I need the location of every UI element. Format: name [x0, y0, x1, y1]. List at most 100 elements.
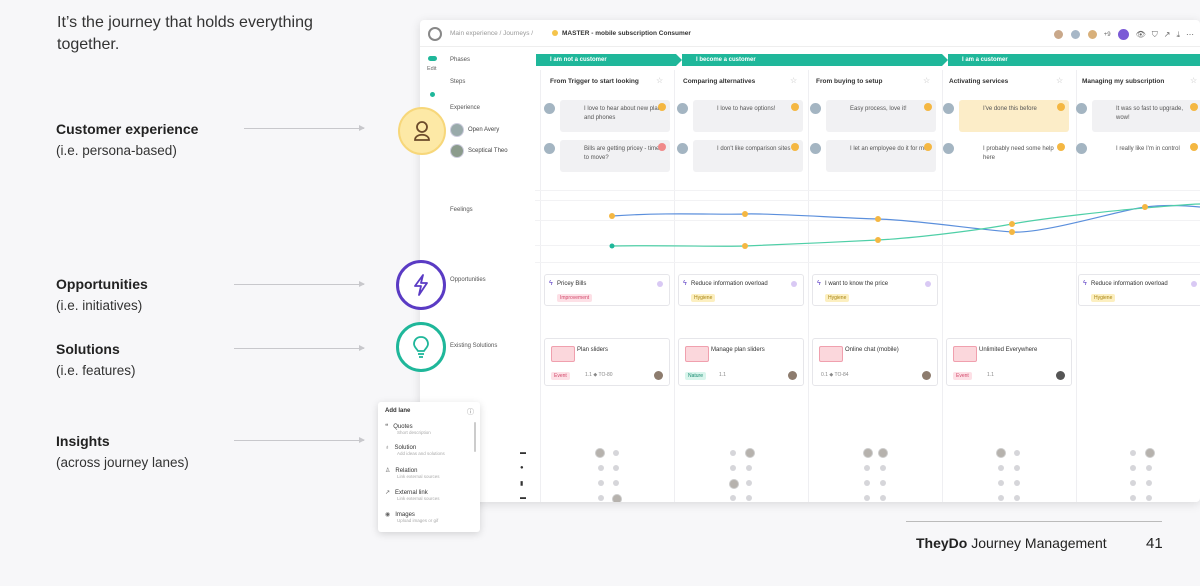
filter-icon[interactable]: ⛉: [1151, 29, 1158, 39]
insight-dot[interactable]: [1130, 495, 1136, 501]
solution-card[interactable]: Plan sliders Event 1.1 ◆ TO-80: [544, 338, 670, 386]
insight-avatar[interactable]: [745, 448, 755, 458]
quote-card[interactable]: I really like I'm in control: [1076, 140, 1200, 172]
insight-dot[interactable]: [613, 480, 619, 486]
avatar[interactable]: [1069, 29, 1081, 40]
insight-dot[interactable]: [1146, 480, 1152, 486]
opportunity-card[interactable]: ϟ Pricey Bills Improvement: [544, 274, 670, 306]
star-icon[interactable]: ☆: [923, 76, 931, 85]
insight-avatar[interactable]: [729, 479, 739, 489]
insight-dot[interactable]: [880, 495, 886, 501]
user-avatar[interactable]: [1116, 28, 1130, 41]
share-icon[interactable]: ↗: [1163, 30, 1171, 39]
persona-sceptical-theo[interactable]: Sceptical Theo: [450, 144, 508, 158]
opportunity-card[interactable]: ϟ I want to know the price Hygiene: [812, 274, 938, 306]
insight-dot[interactable]: [613, 465, 619, 471]
insight-dot[interactable]: [880, 480, 886, 486]
status-dot: [925, 281, 931, 287]
insight-dot[interactable]: [1130, 480, 1136, 486]
quote-card[interactable]: I probably need some help here: [943, 140, 1069, 172]
solution-card[interactable]: Manage plan sliders Nature 1.1: [678, 338, 804, 386]
step-title[interactable]: From buying to setup: [816, 78, 883, 85]
insight-dot[interactable]: [864, 480, 870, 486]
opportunity-card[interactable]: ϟ Reduce information overload Hygiene: [678, 274, 804, 306]
more-icon[interactable]: ⋯: [1186, 30, 1194, 39]
insight-dot[interactable]: [998, 480, 1004, 486]
insight-dot[interactable]: [1014, 495, 1020, 501]
phase-bar[interactable]: I am not a customer: [536, 54, 682, 66]
insight-dot[interactable]: [598, 465, 604, 471]
quote-card[interactable]: I don't like comparison sites: [677, 140, 803, 172]
avatar[interactable]: [1086, 29, 1098, 40]
insight-dot[interactable]: [864, 465, 870, 471]
insight-dot[interactable]: [613, 450, 619, 456]
star-icon[interactable]: ☆: [790, 76, 798, 85]
menu-scrollbar[interactable]: [474, 422, 476, 452]
star-icon[interactable]: ☆: [656, 76, 664, 85]
quote-card[interactable]: I let an employee do it for me.: [810, 140, 936, 172]
insight-dot[interactable]: [730, 465, 736, 471]
app-logo-icon[interactable]: [428, 27, 442, 41]
insight-dot[interactable]: [746, 465, 752, 471]
insight-avatar[interactable]: [595, 448, 605, 458]
insight-avatar[interactable]: [863, 448, 873, 458]
insight-dot[interactable]: [1146, 465, 1152, 471]
menu-item-solution[interactable]: ♁ Solution Add ideas and solutions: [385, 445, 445, 456]
insight-dot[interactable]: [730, 495, 736, 501]
insight-avatar[interactable]: [1145, 448, 1155, 458]
emoji-icon: [924, 103, 932, 111]
insight-dot[interactable]: [864, 495, 870, 501]
step-title[interactable]: Activating services: [949, 78, 1009, 85]
solution-card[interactable]: Online chat (mobile) 0.1 ◆ TO-84: [812, 338, 938, 386]
assignee-avatar[interactable]: [788, 371, 797, 380]
menu-item-images[interactable]: ◉ Images Upload images or gif: [385, 511, 438, 523]
help-icon[interactable]: ⓘ: [467, 409, 474, 416]
pin-icon[interactable]: [430, 92, 435, 97]
insight-avatar[interactable]: [878, 448, 888, 458]
menu-item-relation[interactable]: ♙ Relation Link external sources: [385, 467, 440, 479]
insight-dot[interactable]: [998, 495, 1004, 501]
insight-avatar[interactable]: [996, 448, 1006, 458]
phase-bar[interactable]: I become a customer: [682, 54, 948, 66]
avatar[interactable]: [1052, 29, 1064, 40]
insight-dot[interactable]: [746, 495, 752, 501]
star-icon[interactable]: ☆: [1190, 76, 1198, 85]
insight-avatar[interactable]: [612, 494, 622, 502]
menu-item-quotes[interactable]: ❝ Quotes Short description: [385, 423, 431, 435]
insight-dot[interactable]: [746, 480, 752, 486]
insight-dot[interactable]: [1130, 450, 1136, 456]
insight-dot[interactable]: [1014, 450, 1020, 456]
insight-dot[interactable]: [1014, 465, 1020, 471]
insight-dot[interactable]: [880, 465, 886, 471]
eye-icon[interactable]: 👁: [1135, 30, 1146, 39]
persona-open-avery[interactable]: Open Avery: [450, 123, 499, 137]
menu-item-external-link[interactable]: ↗ External link Link external sources: [385, 489, 440, 501]
opportunity-card[interactable]: ϟ Reduce information overload Hygiene: [1078, 274, 1200, 306]
insight-dot[interactable]: [598, 480, 604, 486]
assignee-avatar[interactable]: [922, 371, 931, 380]
star-icon[interactable]: ☆: [1056, 76, 1064, 85]
phase-bar[interactable]: I am a customer: [948, 54, 1200, 66]
quote-card[interactable]: Easy process, love it!: [810, 100, 936, 132]
quote-card[interactable]: I've done this before: [943, 100, 1069, 132]
quote-card[interactable]: I love to have options!: [677, 100, 803, 132]
quote-card[interactable]: Bills are getting pricey - time to move?: [544, 140, 670, 172]
insight-dot[interactable]: [730, 450, 736, 456]
quote-card[interactable]: I love to hear about new plans and phone…: [544, 100, 670, 132]
solution-card[interactable]: Unlimited Everywhere Event 1.1: [946, 338, 1072, 386]
insight-dot[interactable]: [1146, 495, 1152, 501]
step-title[interactable]: From Trigger to start looking: [550, 78, 639, 85]
step-title[interactable]: Managing my subscription: [1082, 78, 1165, 85]
insight-dot[interactable]: [598, 495, 604, 501]
assignee-avatar[interactable]: [654, 371, 663, 380]
insight-dot[interactable]: [1130, 465, 1136, 471]
step-title[interactable]: Comparing alternatives: [683, 78, 756, 85]
assignee-avatar[interactable]: [1056, 371, 1065, 380]
avatar-count[interactable]: +9: [1103, 31, 1111, 38]
quote-card[interactable]: It was so fast to upgrade, wow!: [1076, 100, 1200, 132]
insight-dot[interactable]: [998, 465, 1004, 471]
download-icon[interactable]: ⤓: [1176, 29, 1180, 39]
breadcrumb[interactable]: Main experience / Journeys /: [450, 30, 534, 37]
edit-toggle[interactable]: [428, 56, 437, 61]
insight-dot[interactable]: [1014, 480, 1020, 486]
